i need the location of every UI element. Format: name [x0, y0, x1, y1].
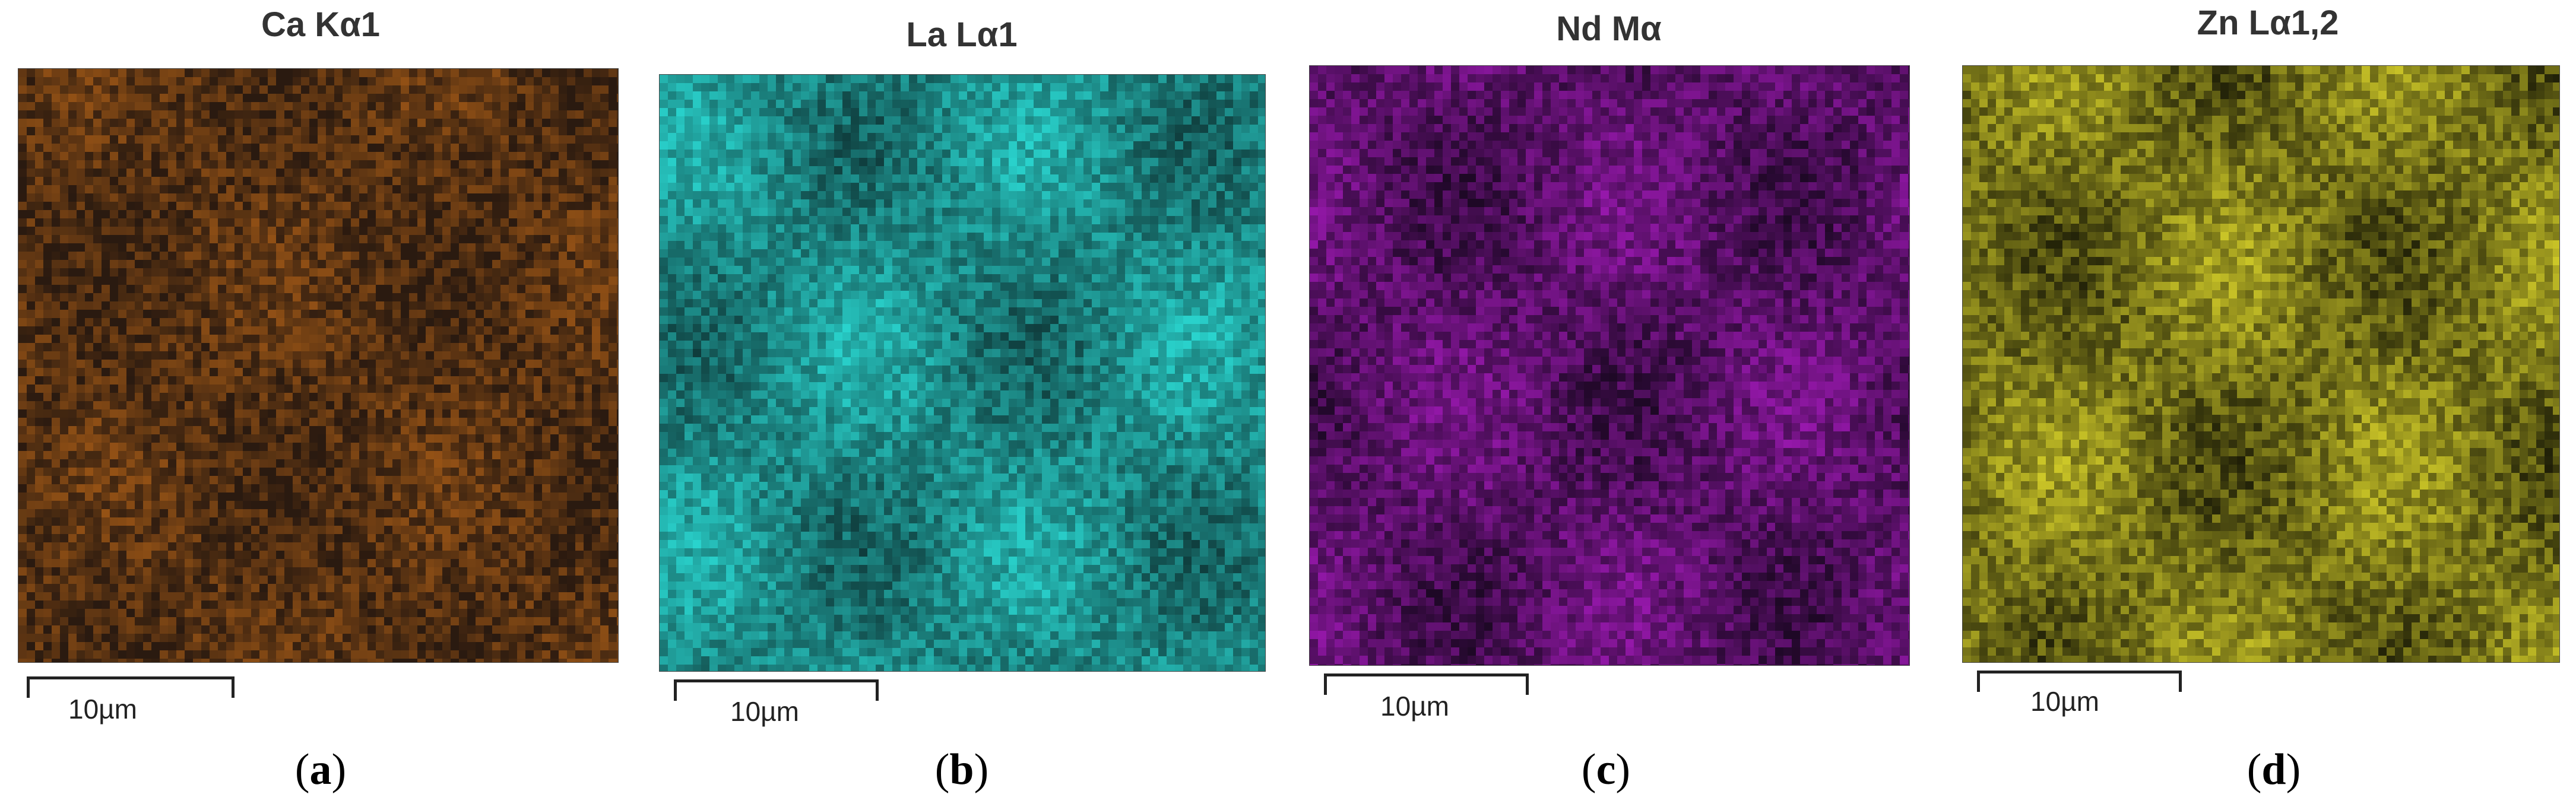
eds-map-nd — [1309, 65, 1910, 666]
map-title: La Lα1 — [906, 15, 1017, 55]
eds-map-la — [659, 74, 1266, 672]
scale-bar — [1324, 673, 1529, 695]
map-title: Ca Kα1 — [261, 5, 380, 45]
eds-map-zn — [1962, 65, 2560, 663]
map-title: Zn Lα1,2 — [2197, 3, 2339, 43]
panel-caption: (a) — [295, 745, 346, 795]
scale-bar-label: 10µm — [1380, 690, 1449, 722]
scale-bar-label: 10µm — [730, 695, 799, 727]
panel-caption: (d) — [2247, 745, 2301, 795]
panel-caption: (b) — [935, 745, 988, 795]
scale-bar-label: 10µm — [68, 693, 137, 725]
scale-bar — [1977, 671, 2182, 692]
eds-map-ca — [18, 68, 619, 663]
panel-caption: (c) — [1582, 745, 1630, 795]
scale-bar-label: 10µm — [2030, 685, 2099, 717]
map-title: Nd Mα — [1556, 9, 1661, 49]
scale-bar — [27, 676, 235, 698]
scale-bar — [674, 679, 879, 701]
